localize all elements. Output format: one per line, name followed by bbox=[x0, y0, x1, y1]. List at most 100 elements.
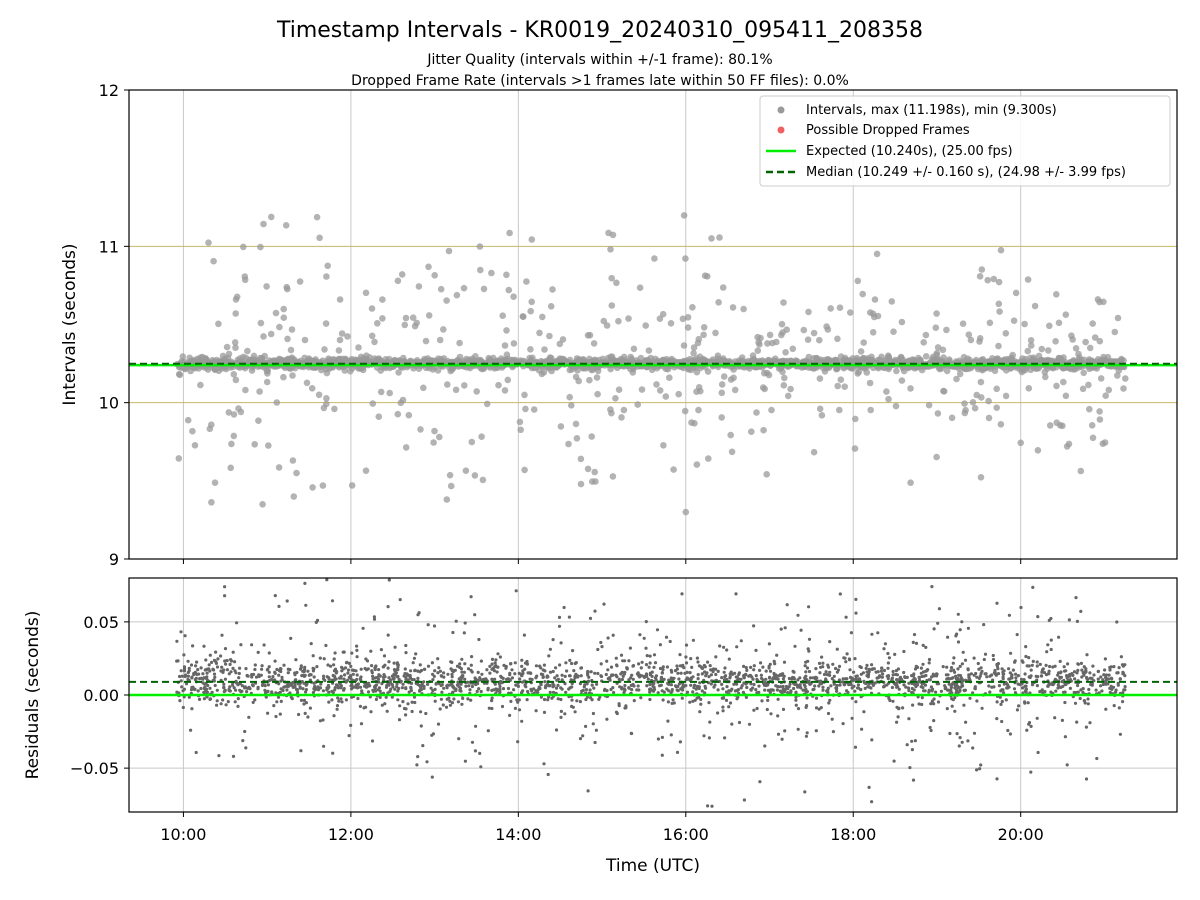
residual-point bbox=[668, 639, 672, 644]
residual-point bbox=[1024, 684, 1028, 688]
interval-point bbox=[336, 336, 344, 344]
residual-point bbox=[895, 673, 900, 677]
residual-point bbox=[842, 683, 847, 687]
residual-point bbox=[432, 624, 437, 628]
residual-point bbox=[267, 651, 271, 655]
residual-point bbox=[579, 666, 583, 670]
residual-point bbox=[490, 696, 494, 700]
residual-point bbox=[231, 754, 236, 759]
residual-point bbox=[208, 653, 212, 657]
residual-point bbox=[410, 700, 414, 704]
interval-point bbox=[362, 467, 370, 475]
residual-point bbox=[314, 620, 318, 625]
residual-point bbox=[1095, 756, 1099, 761]
residual-point bbox=[698, 710, 702, 714]
residual-point bbox=[723, 675, 727, 679]
interval-point bbox=[576, 356, 584, 363]
residual-point bbox=[223, 677, 227, 681]
residual-point bbox=[208, 697, 212, 702]
residual-point bbox=[496, 652, 500, 656]
residual-point bbox=[730, 722, 734, 726]
interval-point bbox=[670, 466, 677, 473]
residual-point bbox=[563, 712, 567, 716]
residual-point bbox=[1086, 702, 1090, 706]
residual-point bbox=[636, 671, 640, 675]
residual-point bbox=[791, 669, 795, 673]
residual-point bbox=[578, 737, 583, 741]
residual-point bbox=[251, 684, 255, 688]
residual-point bbox=[1027, 656, 1031, 660]
residual-point bbox=[562, 605, 566, 610]
chart-subtitle-dropped: Dropped Frame Rate (intervals >1 frames … bbox=[351, 73, 849, 89]
residual-point bbox=[1042, 671, 1047, 675]
residual-point bbox=[605, 717, 609, 721]
residual-point bbox=[446, 672, 450, 676]
residual-point bbox=[913, 739, 918, 743]
residual-point bbox=[1084, 670, 1088, 674]
residual-point bbox=[1027, 664, 1031, 668]
interval-point bbox=[205, 239, 212, 246]
residual-point bbox=[975, 768, 979, 772]
residual-point bbox=[1008, 671, 1012, 675]
residual-point bbox=[341, 667, 345, 671]
interval-point bbox=[301, 336, 309, 344]
residual-point bbox=[677, 677, 681, 681]
residual-point bbox=[606, 636, 610, 640]
residual-point bbox=[584, 688, 589, 692]
residual-point bbox=[905, 675, 909, 680]
residual-point bbox=[666, 700, 671, 704]
residual-point bbox=[251, 700, 255, 705]
residual-point bbox=[1046, 643, 1050, 647]
residual-point bbox=[409, 669, 413, 673]
residual-point bbox=[684, 684, 688, 688]
residual-point bbox=[695, 656, 700, 660]
residual-point bbox=[1063, 700, 1067, 705]
interval-point bbox=[827, 305, 834, 312]
residual-point bbox=[386, 605, 390, 609]
residual-point bbox=[342, 677, 346, 681]
interval-point bbox=[521, 391, 528, 399]
residual-point bbox=[273, 671, 277, 676]
residual-point bbox=[787, 685, 791, 689]
residual-point bbox=[956, 612, 960, 616]
residual-point bbox=[1057, 635, 1061, 639]
residual-point bbox=[665, 687, 669, 691]
residual-point bbox=[241, 739, 245, 743]
residual-point bbox=[604, 672, 608, 677]
residual-point bbox=[1091, 664, 1095, 668]
residual-point bbox=[623, 659, 627, 663]
interval-point bbox=[263, 283, 270, 290]
residual-point bbox=[414, 652, 418, 656]
residual-point bbox=[1102, 673, 1106, 677]
residual-point bbox=[1024, 645, 1028, 649]
residual-point bbox=[664, 635, 669, 639]
interval-point bbox=[444, 381, 451, 388]
interval-point bbox=[478, 433, 485, 441]
residual-point bbox=[956, 667, 960, 671]
residual-point bbox=[441, 703, 445, 707]
residual-point bbox=[595, 682, 599, 686]
residual-point bbox=[583, 683, 587, 687]
interval-point bbox=[230, 411, 238, 418]
interval-point bbox=[695, 406, 702, 414]
legend-marker-intervals bbox=[777, 106, 785, 114]
residual-point bbox=[1058, 659, 1062, 664]
interval-point bbox=[240, 243, 247, 251]
residual-point bbox=[568, 658, 572, 663]
residual-point bbox=[812, 687, 816, 691]
residual-point bbox=[654, 674, 659, 678]
residual-point bbox=[835, 689, 839, 693]
interval-point bbox=[284, 335, 291, 343]
residual-point bbox=[911, 778, 916, 782]
residual-point bbox=[509, 662, 513, 666]
residual-point bbox=[285, 599, 289, 603]
residual-point bbox=[783, 729, 787, 733]
residual-point bbox=[852, 684, 856, 688]
residual-point bbox=[511, 688, 516, 692]
residual-point bbox=[684, 643, 689, 647]
interval-point bbox=[984, 276, 991, 284]
residual-point bbox=[880, 666, 884, 670]
interval-point bbox=[1101, 439, 1109, 446]
residual-point bbox=[1107, 673, 1111, 677]
residual-point bbox=[370, 739, 375, 743]
